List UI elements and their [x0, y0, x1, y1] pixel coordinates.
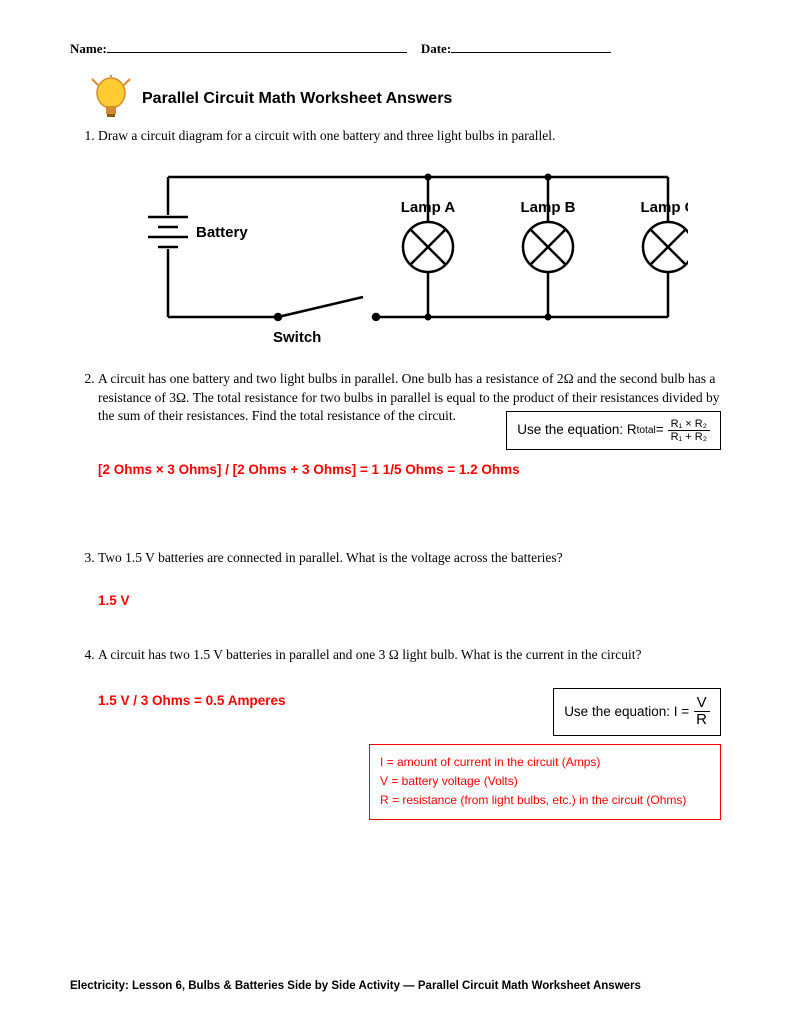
page-title: Parallel Circuit Math Worksheet Answers	[142, 90, 452, 108]
q2-eq-sub: total	[637, 424, 656, 438]
header-row: Name: Date:	[70, 40, 721, 57]
lamp-a-label: Lamp A	[401, 199, 456, 216]
q4-answer: 1.5 V / 3 Ohms = 0.5 Amperes	[98, 684, 533, 710]
q4-eq-prefix: Use the equation: I =	[564, 703, 689, 721]
q3-text: Two 1.5 V batteries are connected in par…	[98, 550, 563, 565]
worksheet-page: Name: Date: Parallel Circuit Math Worksh…	[0, 0, 791, 1024]
name-blank	[107, 40, 407, 53]
q4-fraction: V R	[693, 695, 710, 729]
q2-fraction: R₁ × R₂ R₁ + R₂	[668, 418, 710, 443]
q4-text: A circuit has two 1.5 V batteries in par…	[98, 647, 642, 662]
name-label: Name:	[70, 41, 107, 57]
q2-eq-prefix: Use the equation: R	[517, 421, 636, 439]
lightbulb-icon	[90, 75, 132, 123]
q4-equation-box: Use the equation: I = V R	[553, 688, 721, 736]
legend-v: V = battery voltage (Volts)	[380, 772, 710, 791]
footer-text: Electricity: Lesson 6, Bulbs & Batteries…	[70, 980, 721, 992]
q4-frac-bot: R	[693, 712, 710, 729]
lamp-b-label: Lamp B	[520, 199, 575, 216]
question-4: A circuit has two 1.5 V batteries in par…	[98, 646, 721, 820]
q4-frac-top: V	[694, 695, 710, 713]
question-2: A circuit has one battery and two light …	[98, 370, 721, 529]
q3-answer: 1.5 V	[98, 592, 721, 610]
date-blank	[451, 40, 611, 53]
legend-i: I = amount of current in the circuit (Am…	[380, 753, 710, 772]
legend-box: I = amount of current in the circuit (Am…	[369, 744, 721, 820]
q2-equation-box: Use the equation: Rtotal = R₁ × R₂ R₁ + …	[506, 411, 721, 450]
question-list: Draw a circuit diagram for a circuit wit…	[70, 127, 721, 820]
lamp-c-label: Lamp C	[640, 199, 688, 216]
switch-label: Switch	[273, 329, 321, 346]
date-label: Date:	[421, 41, 451, 57]
q2-answer: [2 Ohms × 3 Ohms] / [2 Ohms + 3 Ohms] = …	[98, 461, 721, 479]
title-row: Parallel Circuit Math Worksheet Answers	[90, 75, 721, 123]
q2-frac-bot: R₁ + R₂	[668, 431, 710, 443]
q1-text: Draw a circuit diagram for a circuit wit…	[98, 128, 555, 143]
q2-frac-top: R₁ × R₂	[668, 418, 710, 431]
question-3: Two 1.5 V batteries are connected in par…	[98, 549, 721, 609]
battery-label: Battery	[196, 224, 248, 241]
legend-r: R = resistance (from light bulbs, etc.) …	[380, 791, 710, 810]
circuit-diagram: Battery Switch Lamp A Lamp B Lamp C	[128, 157, 721, 352]
question-1: Draw a circuit diagram for a circuit wit…	[98, 127, 721, 352]
q2-eq-eq: =	[656, 421, 664, 439]
